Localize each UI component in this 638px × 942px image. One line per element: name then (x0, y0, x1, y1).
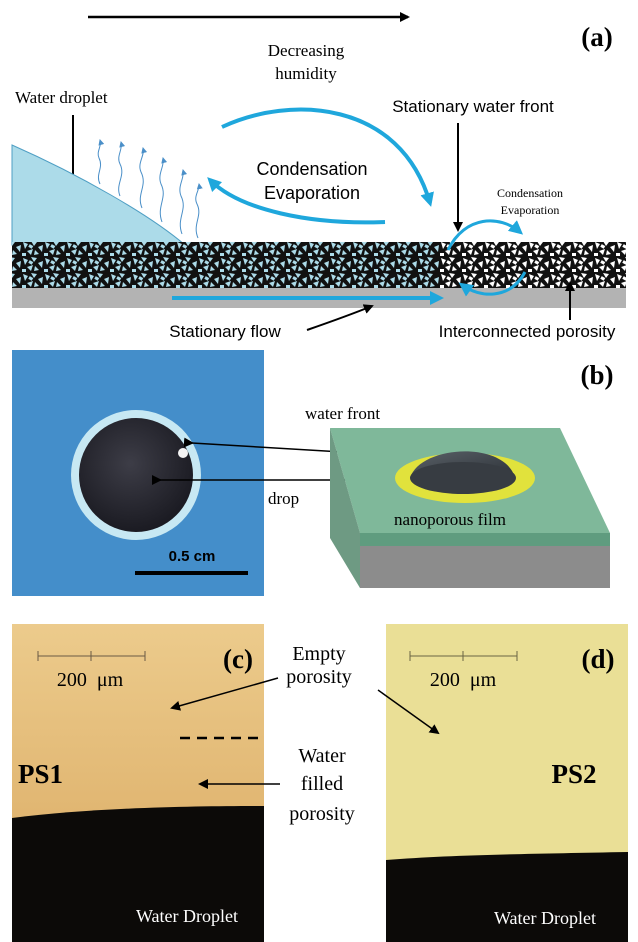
drop-highlight (178, 448, 188, 458)
sample-label-ps1: PS1 (18, 759, 63, 789)
humidity-label-line1: Decreasing (268, 41, 345, 60)
scale-bar-label: 0.5 cm (169, 548, 216, 565)
empty-porosity-line2: porosity (286, 666, 352, 688)
condensation-label-big: Condensation (256, 159, 367, 179)
condensation-arrow-big (221, 107, 434, 207)
sample-label-ps2: PS2 (551, 759, 596, 789)
scale-label-d: 200 μm (430, 669, 497, 691)
scale-bar-d (409, 651, 518, 661)
water-filled-line3: porosity (289, 803, 355, 825)
panel-a: (a) Decreasing humidity Water droplet Co… (11, 12, 626, 341)
flow-pointer-arrow (306, 304, 374, 331)
panel-b-label: (b) (581, 360, 614, 390)
drop-body (79, 418, 193, 532)
substrate-front (360, 546, 610, 588)
empty-arrow-c (170, 677, 279, 711)
water-filled-line2: filled (301, 773, 343, 795)
water-front-label: water front (305, 404, 380, 423)
droplet-region-c (12, 806, 264, 942)
stationary-front-label: Stationary water front (392, 97, 554, 116)
panel-d-label: (d) (582, 644, 615, 674)
evaporation-label-small: Evaporation (501, 203, 560, 217)
water-filled-line1: Water (298, 745, 346, 767)
substrate-side (330, 428, 360, 588)
evaporation-arrow-small (458, 271, 527, 297)
panel-b: (b) 0.5 cm water front drop nanoporous f… (12, 350, 614, 596)
panel-a-label: (a) (581, 22, 612, 52)
panel-c-label: (c) (223, 644, 253, 674)
droplet-label-c: Water Droplet (136, 906, 238, 926)
evaporation-arrow-big (207, 177, 386, 225)
water-droplet-shape (11, 144, 187, 246)
empty-porosity-line1: Empty (292, 643, 345, 665)
vapor-wisps (97, 139, 203, 239)
drop-label: drop (268, 489, 299, 508)
evaporation-label-big: Evaporation (264, 183, 360, 203)
panel-c: (c) 200 μm PS1 Water Droplet (12, 624, 264, 942)
empty-arrow-d (377, 689, 440, 735)
condensation-label-small: Condensation (497, 186, 563, 200)
porous-film-wet (12, 242, 440, 288)
stationary-flow-label: Stationary flow (169, 322, 281, 341)
water-droplet-label: Water droplet (15, 88, 108, 107)
film-front-layer (360, 533, 610, 546)
droplet-region-d (386, 852, 628, 942)
panel-d: (d) 200 μm PS2 Water Droplet (386, 624, 628, 942)
interconnected-porosity-label: Interconnected porosity (439, 322, 616, 341)
cd-annotations: Empty porosity Water filled porosity (170, 643, 440, 825)
drop-cap-base (410, 462, 516, 494)
porous-film-dry (440, 242, 626, 288)
scale-bar-c (37, 651, 146, 661)
scale-label-c: 200 μm (57, 669, 124, 691)
condensation-arrow-small (446, 219, 524, 251)
droplet-label-d: Water Droplet (494, 908, 596, 928)
humidity-label-line2: humidity (275, 64, 337, 83)
film-label: nanoporous film (394, 510, 506, 529)
